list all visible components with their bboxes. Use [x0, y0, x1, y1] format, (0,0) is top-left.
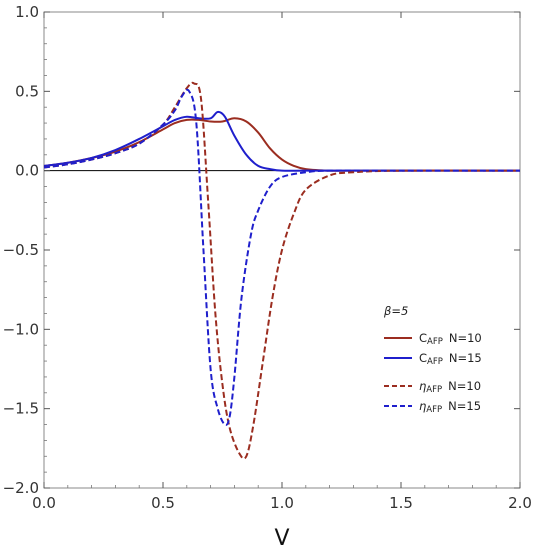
y-tick-label: −0.5 — [3, 241, 39, 259]
legend-label-rest: N=15 — [448, 399, 481, 413]
legend-label-rest: N=15 — [449, 351, 482, 365]
legend-label-main: η — [419, 399, 426, 413]
x-tick-label: 0.5 — [151, 494, 175, 512]
x-tick-label: 1.0 — [270, 494, 294, 512]
tick-labels: 0.0 0.5 1.0 1.5 2.0 −2.0 −1.5 −1.0 −0.5 0.0 0.5 1.0 — [3, 3, 532, 512]
legend-label-rest: N=10 — [449, 331, 482, 345]
legend-label-1: CAFP N=10 — [419, 331, 482, 347]
legend-label-main: C — [419, 351, 427, 365]
legend-label-sub: AFP — [426, 385, 442, 395]
legend-label-sub: AFP — [427, 357, 443, 367]
series-layer — [43, 81, 521, 460]
x-tick-label: 0.0 — [32, 494, 56, 512]
legend-label-4: ηAFP N=15 — [419, 399, 481, 415]
series-line-1 — [43, 117, 520, 172]
legend-label-sub: AFP — [427, 337, 443, 347]
series-line-2 — [43, 110, 520, 172]
legend-label-main: C — [419, 331, 427, 345]
y-tick-label: −1.0 — [3, 320, 39, 338]
x-axis-title: V — [274, 526, 289, 550]
y-tick-label: 0.5 — [15, 82, 39, 100]
y-tick-label: 1.0 — [15, 3, 39, 21]
x-tick-label: 1.5 — [389, 494, 413, 512]
y-tick-label: −1.5 — [3, 400, 39, 418]
legend-label-2: CAFP N=15 — [419, 351, 482, 367]
x-tick-label: 2.0 — [508, 494, 532, 512]
legend-label-rest: N=10 — [448, 379, 481, 393]
legend-title: β=5 — [383, 304, 408, 318]
legend-label-sub: AFP — [426, 405, 442, 415]
y-tick-label: −2.0 — [3, 479, 39, 497]
series-line-4 — [43, 88, 520, 426]
legend-label-main: η — [419, 379, 426, 393]
legend-label-3: ηAFP N=10 — [419, 379, 481, 395]
y-tick-label: 0.0 — [15, 162, 39, 180]
